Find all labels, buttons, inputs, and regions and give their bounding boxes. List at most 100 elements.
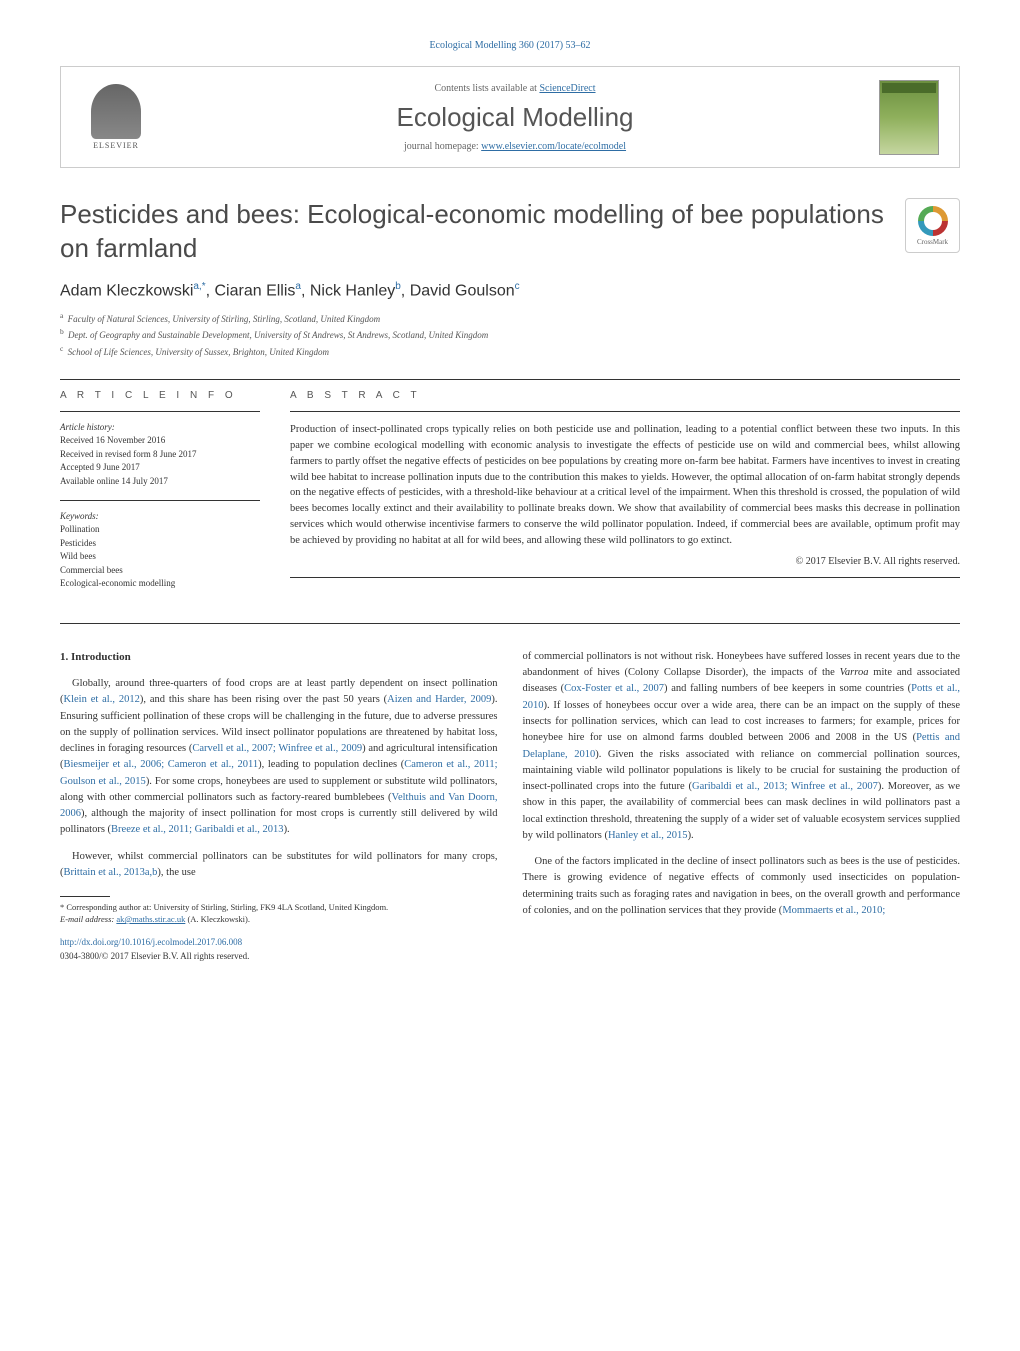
journal-header-center: Contents lists available at ScienceDirec…	[151, 83, 879, 152]
body-paragraph: Globally, around three-quarters of food …	[60, 676, 498, 839]
body-text: ), leading to population declines (	[258, 759, 404, 770]
affiliation-line: b Dept. of Geography and Sustainable Dev…	[60, 326, 960, 343]
citation-link[interactable]: Mommaerts et al., 2010;	[782, 905, 885, 916]
keyword: Commercial bees	[60, 564, 260, 578]
doi-link[interactable]: http://dx.doi.org/10.1016/j.ecolmodel.20…	[60, 936, 498, 950]
homepage-prefix: journal homepage:	[404, 141, 481, 152]
citation-link[interactable]: Garibaldi et al., 2013; Winfree et al., …	[692, 781, 878, 792]
citation-link[interactable]: Aizen and Harder, 2009	[387, 694, 491, 705]
divider	[60, 623, 960, 624]
affiliation-line: c School of Life Sciences, University of…	[60, 343, 960, 360]
keywords-label: Keywords:	[60, 511, 260, 521]
affiliation-text: Dept. of Geography and Sustainable Devel…	[68, 330, 488, 340]
authors-line: Adam Kleczkowskia,*, Ciaran Ellisa, Nick…	[60, 281, 960, 300]
affiliation-sup: a	[60, 311, 63, 320]
keyword: Wild bees	[60, 550, 260, 564]
email-label: E-mail address:	[60, 914, 116, 924]
body-column-right: of commercial pollinators is not without…	[523, 649, 961, 964]
author-name: Nick Hanley	[310, 282, 395, 299]
divider	[60, 379, 960, 380]
abstract-text: Production of insect-pollinated crops ty…	[290, 422, 960, 548]
divider	[60, 500, 260, 501]
citation-link[interactable]: Hanley et al., 2015	[608, 830, 688, 841]
journal-header-box: ELSEVIER Contents lists available at Sci…	[60, 66, 960, 168]
citation-link[interactable]: Cox-Foster et al., 2007	[564, 683, 664, 694]
body-text: ) and falling numbers of bee keepers in …	[664, 683, 911, 694]
elsevier-tree-icon	[91, 84, 141, 139]
divider	[290, 577, 960, 578]
section-heading: 1. Introduction	[60, 649, 498, 666]
crossmark-label: CrossMark	[917, 238, 948, 246]
crossmark-badge[interactable]: CrossMark	[905, 198, 960, 253]
history-line: Received 16 November 2016	[60, 434, 260, 448]
title-row: Pesticides and bees: Ecological-economic…	[60, 198, 960, 266]
affiliation-line: a Faculty of Natural Sciences, Universit…	[60, 310, 960, 327]
contents-prefix: Contents lists available at	[434, 83, 539, 94]
author-sup: a,*	[193, 281, 205, 292]
article-info-column: A R T I C L E I N F O Article history: R…	[60, 390, 260, 603]
history-line: Available online 14 July 2017	[60, 475, 260, 489]
body-text: ).	[284, 824, 290, 835]
keywords-block: Keywords: Pollination Pesticides Wild be…	[60, 511, 260, 591]
body-text: ).	[688, 830, 694, 841]
contents-available-line: Contents lists available at ScienceDirec…	[151, 83, 879, 94]
affiliation-text: School of Life Sciences, University of S…	[68, 347, 329, 357]
keyword: Pesticides	[60, 537, 260, 551]
affiliation-text: Faculty of Natural Sciences, University …	[68, 314, 380, 324]
keyword: Pollination	[60, 523, 260, 537]
corresponding-author-footnote: * Corresponding author at: University of…	[60, 902, 498, 914]
affiliation-sup: b	[60, 327, 64, 336]
article-history-block: Article history: Received 16 November 20…	[60, 422, 260, 488]
homepage-link[interactable]: www.elsevier.com/locate/ecolmodel	[481, 141, 626, 152]
italic-text: Varroa	[840, 667, 869, 678]
page-container: Ecological Modelling 360 (2017) 53–62 EL…	[0, 0, 1020, 1004]
journal-cover-thumbnail	[879, 80, 939, 155]
citation-link[interactable]: Breeze et al., 2011; Garibaldi et al., 2…	[111, 824, 284, 835]
email-suffix: (A. Kleczkowski).	[185, 914, 250, 924]
abstract-heading: A B S T R A C T	[290, 390, 960, 401]
sciencedirect-link[interactable]: ScienceDirect	[539, 83, 595, 94]
affiliation-sup: c	[60, 344, 63, 353]
elsevier-logo: ELSEVIER	[81, 77, 151, 157]
body-paragraph: of commercial pollinators is not without…	[523, 649, 961, 844]
section-number: 1.	[60, 651, 68, 663]
email-footnote: E-mail address: ak@maths.stir.ac.uk (A. …	[60, 914, 498, 926]
section-title: Introduction	[71, 651, 131, 663]
footnote-separator	[60, 896, 110, 897]
author-sup: c	[515, 281, 520, 292]
author-sup: b	[395, 281, 401, 292]
citation-link[interactable]: Brittain et al., 2013a,b	[64, 867, 158, 878]
citation-link[interactable]: Klein et al., 2012	[64, 694, 140, 705]
body-columns: 1. Introduction Globally, around three-q…	[60, 649, 960, 964]
article-info-heading: A R T I C L E I N F O	[60, 390, 260, 401]
journal-name: Ecological Modelling	[151, 102, 879, 133]
body-text: ), and this share has been rising over t…	[140, 694, 387, 705]
citation-link[interactable]: Biesmeijer et al., 2006; Cameron et al.,…	[64, 759, 259, 770]
divider	[60, 411, 260, 412]
header-citation: Ecological Modelling 360 (2017) 53–62	[60, 40, 960, 51]
abstract-copyright: © 2017 Elsevier B.V. All rights reserved…	[290, 556, 960, 567]
body-column-left: 1. Introduction Globally, around three-q…	[60, 649, 498, 964]
issn-line: 0304-3800/© 2017 Elsevier B.V. All right…	[60, 950, 498, 964]
author-name: Ciaran Ellis	[215, 282, 296, 299]
body-text: ). If losses of honeybees occur over a w…	[523, 700, 961, 744]
keyword: Ecological-economic modelling	[60, 577, 260, 591]
publisher-label: ELSEVIER	[93, 141, 139, 150]
body-paragraph: One of the factors implicated in the dec…	[523, 854, 961, 919]
body-text: ), the use	[157, 867, 195, 878]
history-line: Received in revised form 8 June 2017	[60, 448, 260, 462]
crossmark-icon	[918, 206, 948, 236]
email-link[interactable]: ak@maths.stir.ac.uk	[116, 914, 185, 924]
info-abstract-row: A R T I C L E I N F O Article history: R…	[60, 390, 960, 603]
body-text: One of the factors implicated in the dec…	[523, 856, 961, 916]
paper-title: Pesticides and bees: Ecological-economic…	[60, 198, 885, 266]
history-line: Accepted 9 June 2017	[60, 461, 260, 475]
divider	[290, 411, 960, 412]
author-name: Adam Kleczkowski	[60, 282, 193, 299]
citation-link[interactable]: Carvell et al., 2007; Winfree et al., 20…	[192, 743, 362, 754]
body-paragraph: However, whilst commercial pollinators c…	[60, 849, 498, 882]
journal-homepage-line: journal homepage: www.elsevier.com/locat…	[151, 141, 879, 152]
author-name: David Goulson	[410, 282, 515, 299]
abstract-column: A B S T R A C T Production of insect-pol…	[290, 390, 960, 603]
history-label: Article history:	[60, 422, 260, 432]
